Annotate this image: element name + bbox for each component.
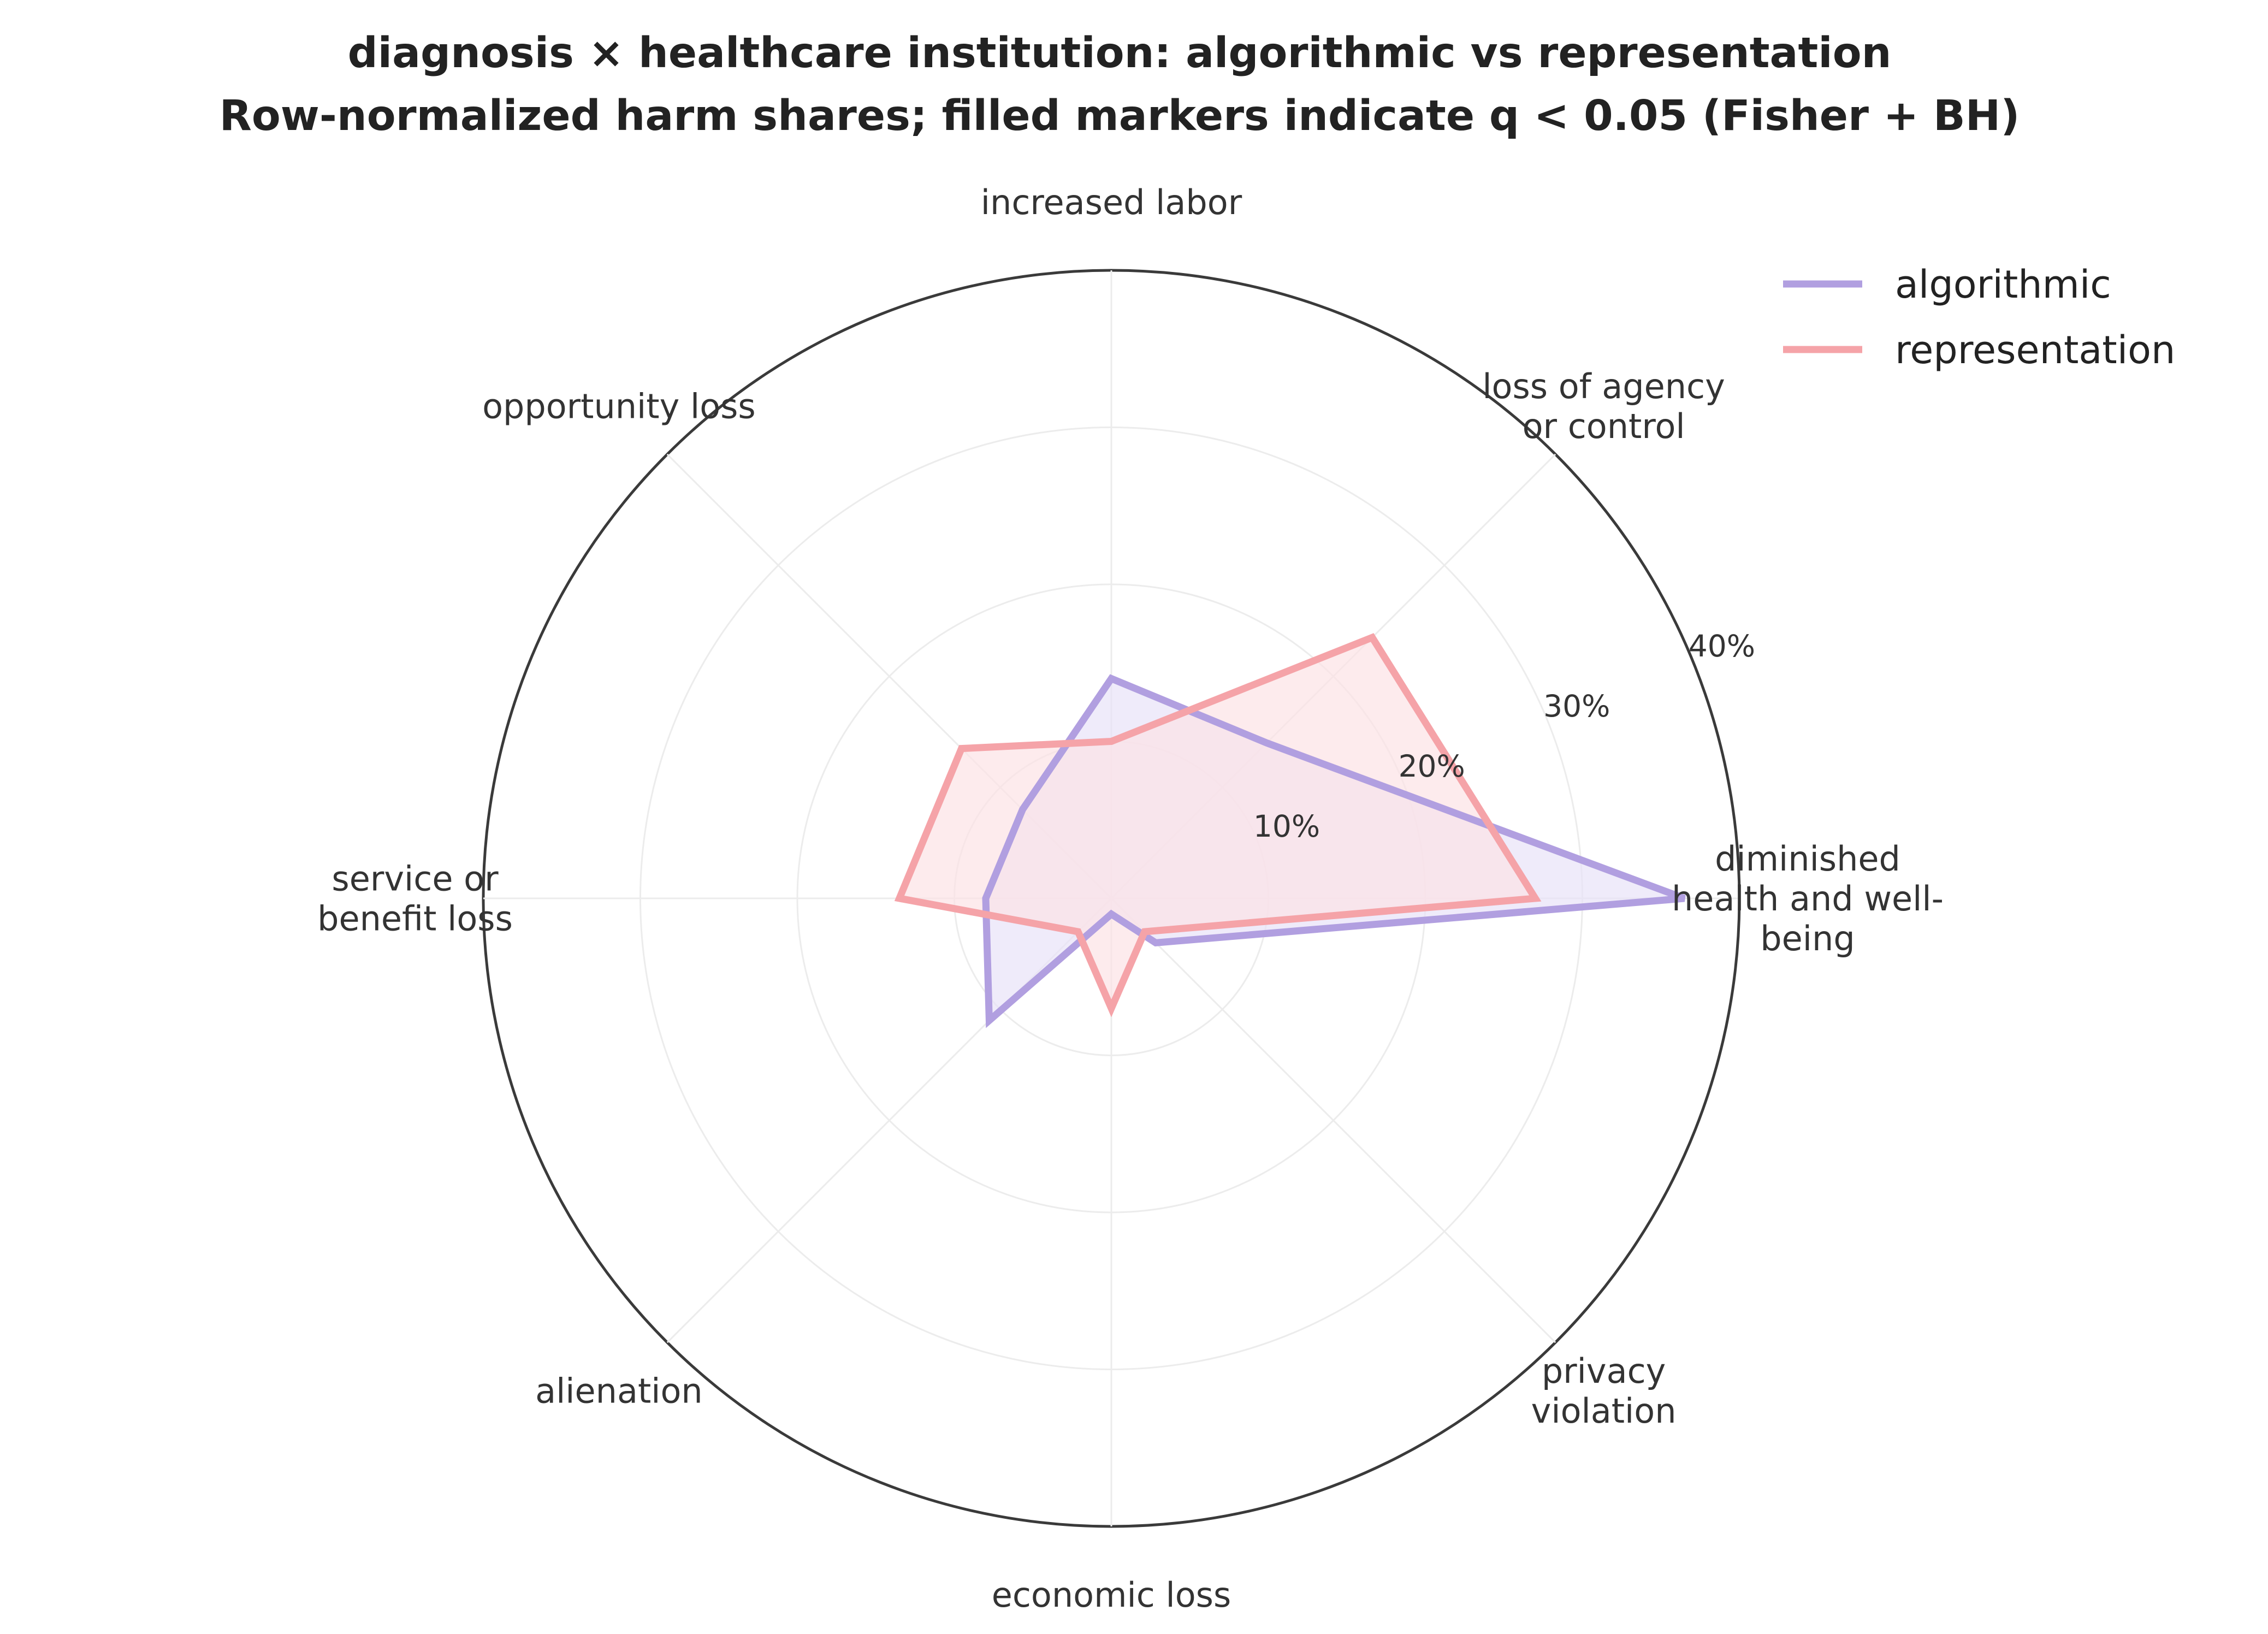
legend-label-representation: representation [1895, 328, 2175, 372]
category-label-line: benefit loss [317, 899, 513, 939]
series-group [894, 633, 1686, 1028]
category-labels: diminished health and well-being loss of a… [317, 182, 1944, 1615]
category-label: privacy violation [1531, 1351, 1677, 1431]
category-label: opportunity loss [482, 386, 756, 426]
category-label-line: or control [1523, 406, 1685, 446]
category-label: loss of agency or control [1482, 366, 1725, 446]
legend-label-algorithmic: algorithmic [1895, 262, 2111, 307]
category-label-line: economic loss [992, 1575, 1231, 1615]
r-tick-label: 30% [1543, 689, 1610, 724]
category-label-line: diminished [1715, 839, 1900, 879]
category-label: alienation [535, 1371, 703, 1411]
category-label: service or benefit loss [317, 859, 513, 939]
category-label: economic loss [992, 1575, 1231, 1615]
category-label-line: privacy [1542, 1351, 1666, 1391]
category-label: diminished health and well-being [1672, 839, 1944, 958]
radial-tick-labels: 10% 20% 30% 40% [1253, 629, 1755, 844]
category-label-line: loss of agency [1482, 366, 1725, 406]
chart-title: diagnosis × healthcare institution: algo… [348, 29, 1892, 78]
category-label-line: service or [331, 859, 499, 899]
legend: algorithmic representation [1783, 262, 2175, 372]
category-label-line: opportunity loss [482, 386, 756, 426]
series-area-representation [899, 637, 1536, 1009]
r-tick-label: 20% [1399, 749, 1465, 784]
category-label: increased labor [981, 182, 1242, 222]
series-line-representation [894, 633, 1542, 1017]
category-label-line: increased labor [981, 182, 1242, 222]
chart-subtitle: Row-normalized harm shares; filled marke… [220, 92, 2020, 140]
category-label-line: violation [1531, 1391, 1677, 1431]
category-label-line: being [1760, 919, 1855, 958]
r-tick-label: 10% [1253, 809, 1320, 844]
r-tick-label: 40% [1689, 629, 1755, 664]
category-label-line: health and well- [1672, 879, 1944, 919]
grid-spoke [1110, 897, 1556, 1343]
category-label-line: alienation [535, 1371, 703, 1411]
